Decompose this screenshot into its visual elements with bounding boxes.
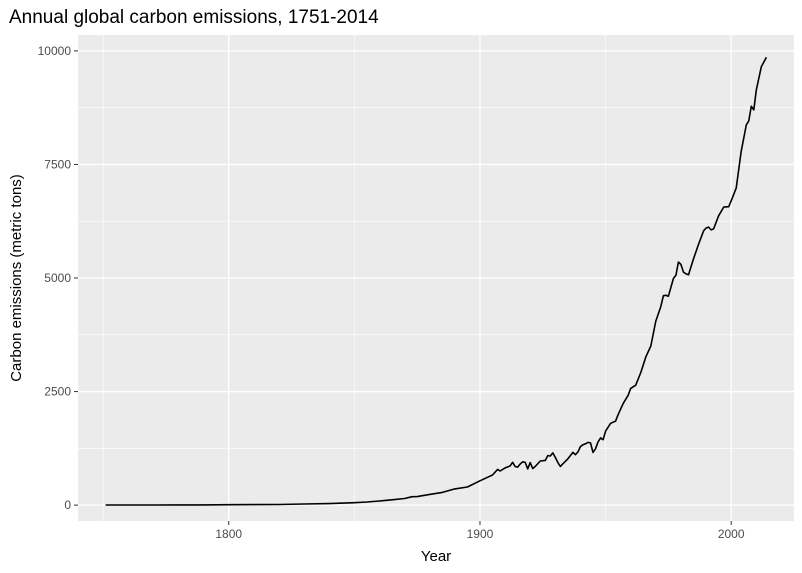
x-axis-title: Year (421, 548, 451, 565)
line-series (105, 56, 768, 506)
x-tick-label: 2000 (718, 527, 745, 541)
x-tick-label: 1800 (215, 527, 242, 541)
y-tick-label: 5000 (44, 271, 71, 285)
y-axis-title: Carbon emissions (metric tons) (8, 174, 25, 382)
y-tick-label: 0 (64, 498, 71, 512)
x-tick-label: 1900 (467, 527, 494, 541)
chart-title: Annual global carbon emissions, 1751-201… (9, 7, 379, 28)
y-tick-label: 2500 (44, 385, 71, 399)
y-tick-label: 10000 (38, 44, 72, 58)
y-tick-label: 7500 (44, 157, 71, 171)
y-axis: 0 2500 5000 7500 10000 (38, 44, 78, 512)
x-axis: 1800 1900 2000 (215, 521, 745, 541)
